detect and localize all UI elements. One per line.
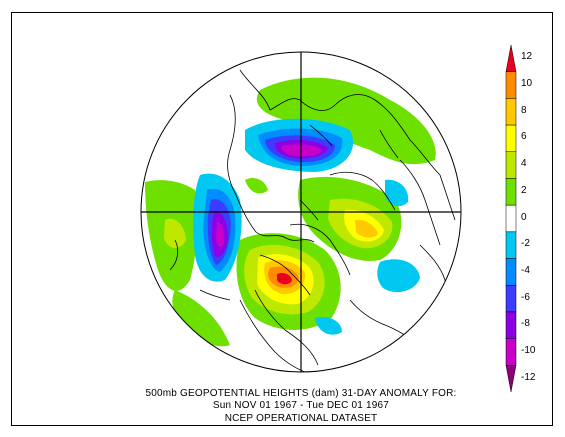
colorbar-tick-label: -8 [521, 318, 530, 330]
anomaly-region-negative-2 [315, 316, 342, 335]
caption-date-range: Sun NOV 01 1967 - Tue DEC 01 1967 [212, 400, 390, 411]
colorbar-swatch [505, 178, 517, 206]
anomaly-region-positive [245, 178, 268, 194]
colorbar-tick-label: -4 [521, 264, 530, 276]
colorbar-swatch [505, 204, 517, 233]
colorbar-swatch [505, 338, 517, 366]
colorbar-swatch [505, 311, 517, 339]
colorbar-tick-label: 6 [521, 131, 527, 143]
colorbar-tick-label: 12 [521, 51, 533, 63]
anomaly-field [145, 69, 456, 372]
colorbar-tick-label: 2 [521, 184, 527, 196]
anomaly-region-positive-12 [277, 272, 292, 285]
plot-frame [11, 12, 553, 426]
colorbar-swatch [505, 71, 517, 99]
colorbar-swatch [505, 284, 517, 313]
colorbar-tick-label: 4 [521, 158, 527, 170]
colorbar-tick-label: -12 [521, 371, 536, 383]
map-boundary [140, 51, 462, 373]
colorbar-tick-label: 10 [521, 78, 533, 90]
graticule [141, 52, 461, 372]
colorbar-tick-label: -2 [521, 238, 530, 250]
colorbar-swatch [505, 98, 517, 126]
colorbar-tick-label: 8 [521, 104, 527, 116]
colorbar [505, 44, 517, 393]
anomaly-region-negative-2 [377, 259, 420, 293]
coastlines [169, 69, 456, 372]
colorbar-swatch [505, 151, 517, 179]
colorbar-swatch [505, 44, 517, 72]
anomaly-region-positive-8 [355, 219, 378, 238]
colorbar-tick-label: -6 [521, 291, 530, 303]
colorbar-swatch [505, 231, 517, 259]
anomaly-region-positive-4 [164, 218, 186, 249]
colorbar-swatch [505, 258, 517, 286]
colorbar-tick-label: -10 [521, 344, 536, 356]
anomaly-region-negative-10 [281, 144, 322, 157]
colorbar-swatch [505, 124, 517, 153]
anomaly-region-negative-2 [385, 179, 409, 207]
caption-title: 500mb GEOPOTENTIAL HEIGHTS (dam) 31-DAY … [145, 388, 457, 399]
colorbar-swatch [505, 365, 517, 393]
anomaly-region-positive [172, 290, 230, 347]
colorbar-tick-label: 0 [521, 211, 527, 223]
anomaly-region-negative-10 [216, 221, 225, 248]
caption-dataset: NCEP OPERATIONAL DATASET [224, 413, 378, 424]
